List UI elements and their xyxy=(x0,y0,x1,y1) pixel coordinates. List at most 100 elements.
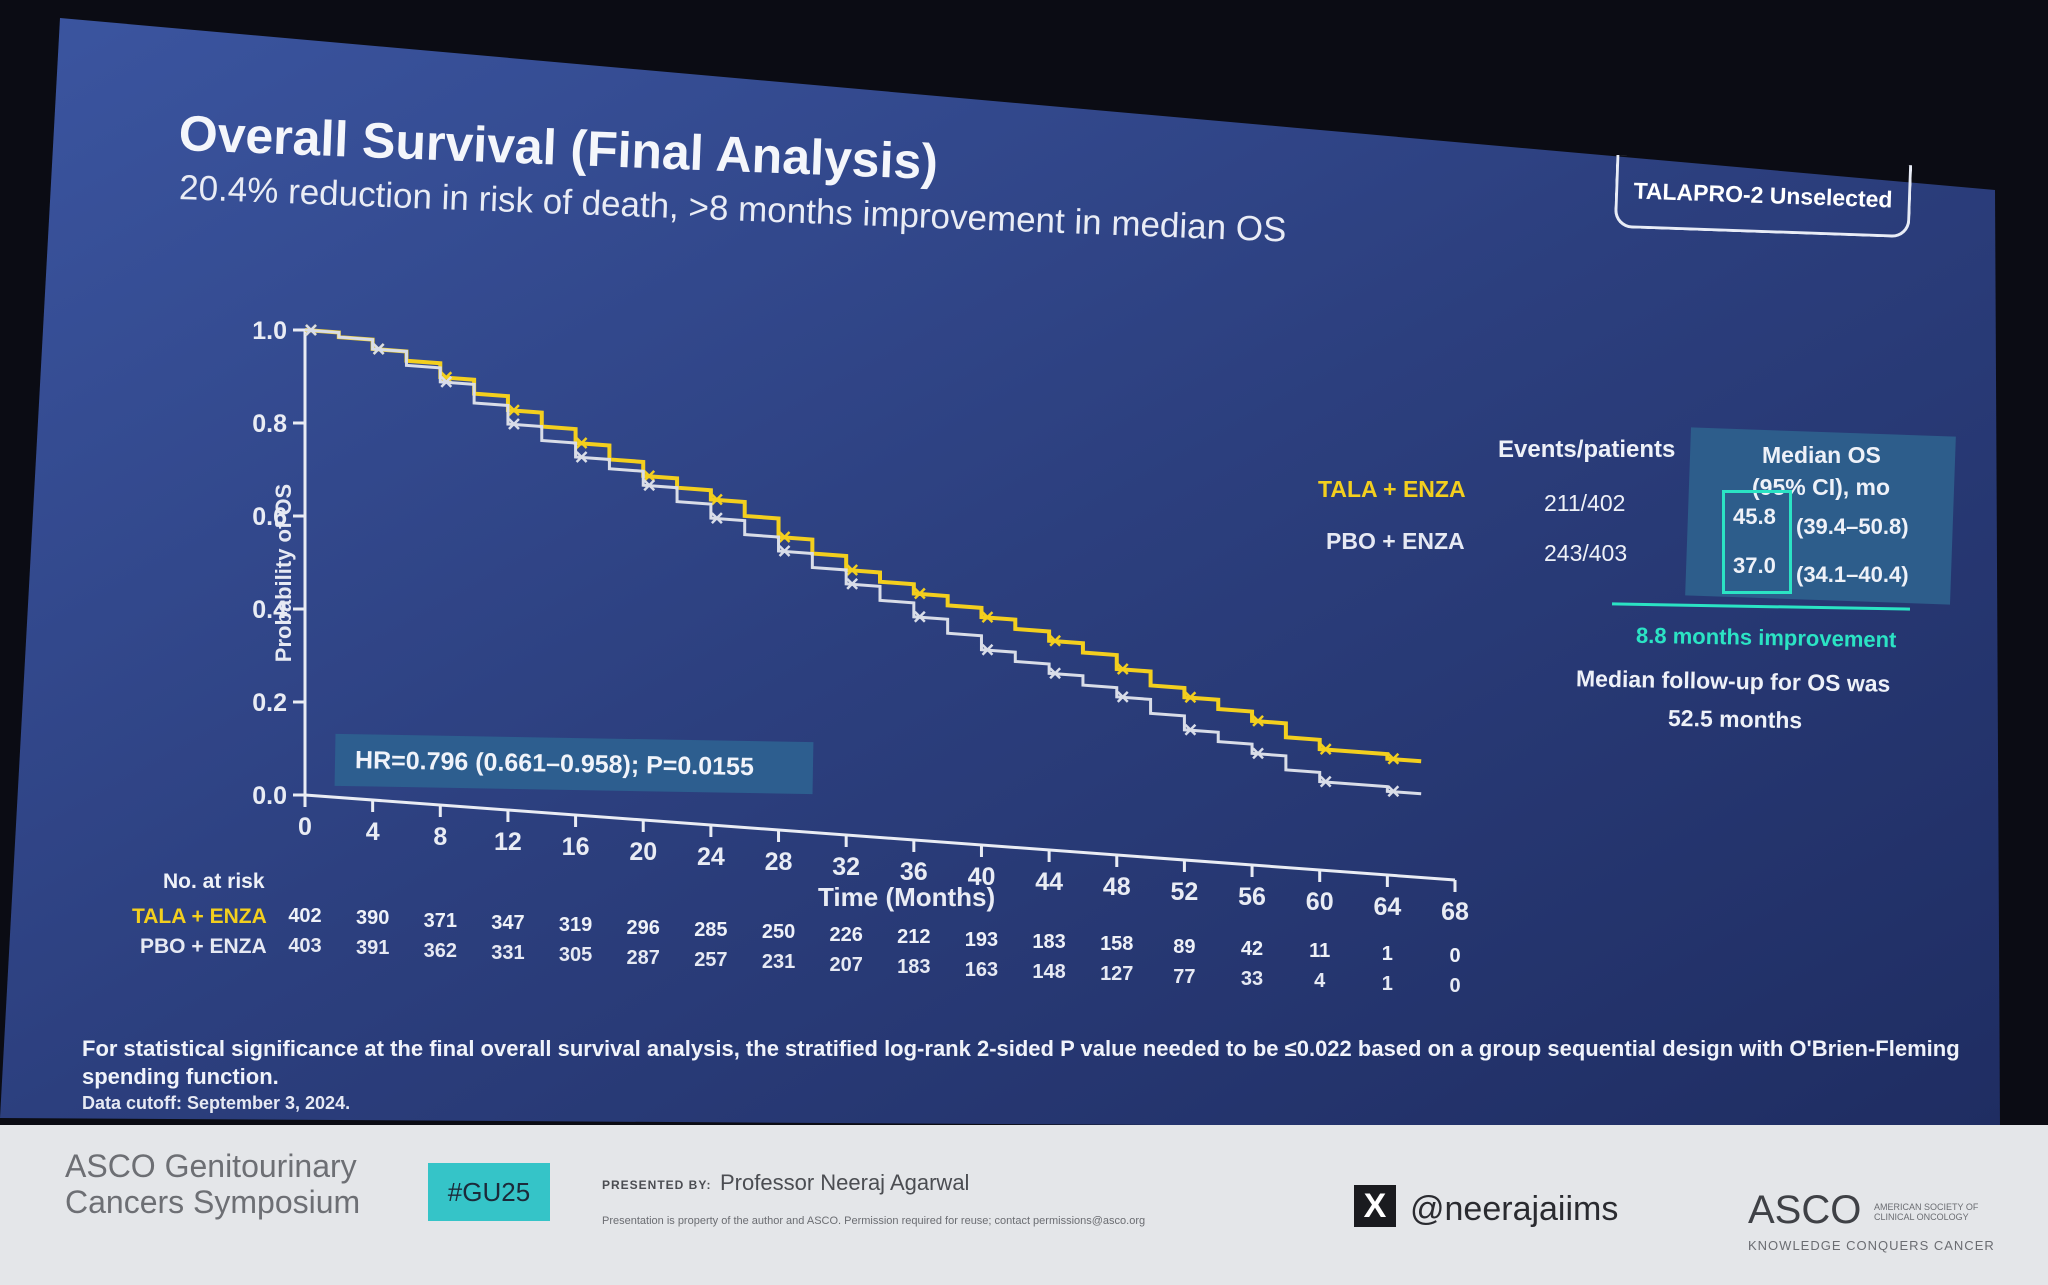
censor-mark xyxy=(981,643,994,656)
risk-value-tala: 250 xyxy=(761,921,796,944)
footnote-line-1: For statistical significance at the fina… xyxy=(82,1036,1960,1061)
x-tick-label: 12 xyxy=(494,828,522,856)
footnote-line-3: Data cutoff: September 3, 2024. xyxy=(82,1093,351,1113)
followup-line-2: 52.5 months xyxy=(1667,704,1803,734)
x-tick-label: 20 xyxy=(629,838,657,866)
legend-pbo-enza: PBO + ENZA xyxy=(1326,528,1465,554)
censor-mark xyxy=(643,470,656,482)
risk-value-pbo: 257 xyxy=(694,949,728,972)
risk-value-pbo: 148 xyxy=(1032,960,1066,983)
risk-value-pbo: 231 xyxy=(761,951,796,974)
followup-line-1: Median follow-up for OS was xyxy=(1575,665,1891,697)
risk-value-tala: 183 xyxy=(1032,930,1066,953)
x-axis-label: Time (Months) xyxy=(818,882,996,912)
median-header-2: (95% CI), mo xyxy=(1752,474,1891,500)
censor-mark xyxy=(1184,691,1197,704)
risk-value-tala: 285 xyxy=(694,919,728,942)
censor-mark xyxy=(778,545,791,557)
censor-mark xyxy=(508,418,520,430)
risk-value-tala: 89 xyxy=(1173,935,1196,958)
censor-mark xyxy=(1387,752,1400,765)
median-highlight-box xyxy=(1722,490,1792,594)
censor-mark xyxy=(710,493,723,506)
risk-value-tala: 0 xyxy=(1449,945,1461,967)
censor-mark xyxy=(1116,663,1129,675)
censor-mark xyxy=(1184,723,1197,736)
x-tick-label: 68 xyxy=(1441,898,1469,926)
x-tick-label: 64 xyxy=(1373,893,1401,921)
censor-mark xyxy=(1116,691,1129,703)
censor-mark xyxy=(981,611,994,624)
x-tick-label: 24 xyxy=(697,843,725,871)
x-tick-label: 8 xyxy=(433,823,447,851)
footer-band xyxy=(0,1125,2048,1285)
risk-value-pbo: 77 xyxy=(1173,965,1196,988)
censor-mark xyxy=(1049,667,1062,680)
risk-header: No. at risk xyxy=(163,870,265,893)
censor-mark xyxy=(1319,775,1332,788)
ci-tala: (39.4–50.8) xyxy=(1796,514,1909,539)
symposium-line-2: Cancers Symposium xyxy=(65,1184,361,1220)
risk-value-tala: 296 xyxy=(626,916,660,939)
x-tick-label: 40 xyxy=(968,863,996,891)
ci-pbo: (34.1–40.4) xyxy=(1796,562,1909,587)
km-curve-pbo-enza xyxy=(304,328,1422,796)
risk-value-pbo: 4 xyxy=(1314,970,1326,993)
improvement-text: 8.8 months improvement xyxy=(1635,622,1897,653)
risk-value-pbo: 183 xyxy=(897,956,931,979)
asco-sub-line-2: CLINICAL ONCOLOGY xyxy=(1874,1212,1969,1222)
x-tick-label: 60 xyxy=(1306,888,1334,916)
risk-value-tala: 11 xyxy=(1309,940,1331,963)
censor-mark xyxy=(440,375,453,388)
x-tick-label: 36 xyxy=(900,858,928,886)
censor-mark xyxy=(1252,747,1264,760)
x-tick-label: 4 xyxy=(366,818,380,846)
asco-logo-subtitle: AMERICAN SOCIETY OF CLINICAL ONCOLOGY xyxy=(1874,1202,1978,1222)
censor-mark xyxy=(913,587,926,600)
risk-value-tala: 193 xyxy=(964,928,999,951)
risk-value-pbo: 391 xyxy=(355,937,390,960)
asco-sub-line-1: AMERICAN SOCIETY OF xyxy=(1874,1202,1979,1212)
risk-label-tala: TALA + ENZA xyxy=(132,905,267,928)
censor-mark xyxy=(1252,714,1264,727)
risk-value-tala: 390 xyxy=(355,907,390,930)
x-tick-label: 28 xyxy=(765,848,793,876)
risk-value-tala: 212 xyxy=(897,926,931,949)
censor-mark xyxy=(1319,743,1332,755)
censor-mark xyxy=(1387,785,1400,798)
presenter-name: Professor Neeraj Agarwal xyxy=(720,1170,970,1195)
events-pbo: 243/403 xyxy=(1544,540,1628,566)
symposium-logo: ASCO Genitourinary Cancers Symposium xyxy=(65,1148,360,1220)
risk-value-tala: 158 xyxy=(1100,933,1134,956)
x-tick-label: 32 xyxy=(832,853,860,881)
x-tick-label: 0 xyxy=(298,813,312,841)
y-tick-label: 0.8 xyxy=(252,410,287,438)
asco-logo: ASCO xyxy=(1748,1188,1862,1232)
legend-tala-enza: TALA + ENZA xyxy=(1318,476,1466,502)
x-logo-icon: X xyxy=(1354,1185,1396,1227)
symposium-line-1: ASCO Genitourinary xyxy=(65,1148,357,1184)
risk-value-pbo: 163 xyxy=(964,958,999,981)
risk-value-pbo: 362 xyxy=(423,939,457,962)
risk-value-tala: 402 xyxy=(288,905,322,927)
risk-value-tala: 371 xyxy=(423,909,457,932)
censor-mark xyxy=(846,578,859,590)
risk-value-pbo: 331 xyxy=(491,942,525,965)
censor-mark xyxy=(846,564,859,576)
median-tala: 45.8 xyxy=(1733,504,1776,529)
censor-mark xyxy=(778,531,791,543)
risk-value-tala: 42 xyxy=(1240,937,1264,960)
events-tala: 211/402 xyxy=(1544,490,1626,516)
asco-tagline: KNOWLEDGE CONQUERS CANCER xyxy=(1748,1238,1995,1253)
risk-value-pbo: 33 xyxy=(1240,967,1264,990)
y-tick-label: 0.4 xyxy=(252,596,287,624)
hashtag-badge: #GU25 xyxy=(428,1163,550,1221)
x-tick-label: 52 xyxy=(1171,878,1199,906)
censor-mark xyxy=(643,479,656,492)
censor-mark xyxy=(440,371,453,384)
social-handle: @neerajaiims xyxy=(1410,1190,1619,1228)
reuse-notice: Presentation is property of the author a… xyxy=(602,1215,1146,1227)
risk-value-pbo: 287 xyxy=(626,946,660,969)
censor-mark xyxy=(575,451,588,463)
